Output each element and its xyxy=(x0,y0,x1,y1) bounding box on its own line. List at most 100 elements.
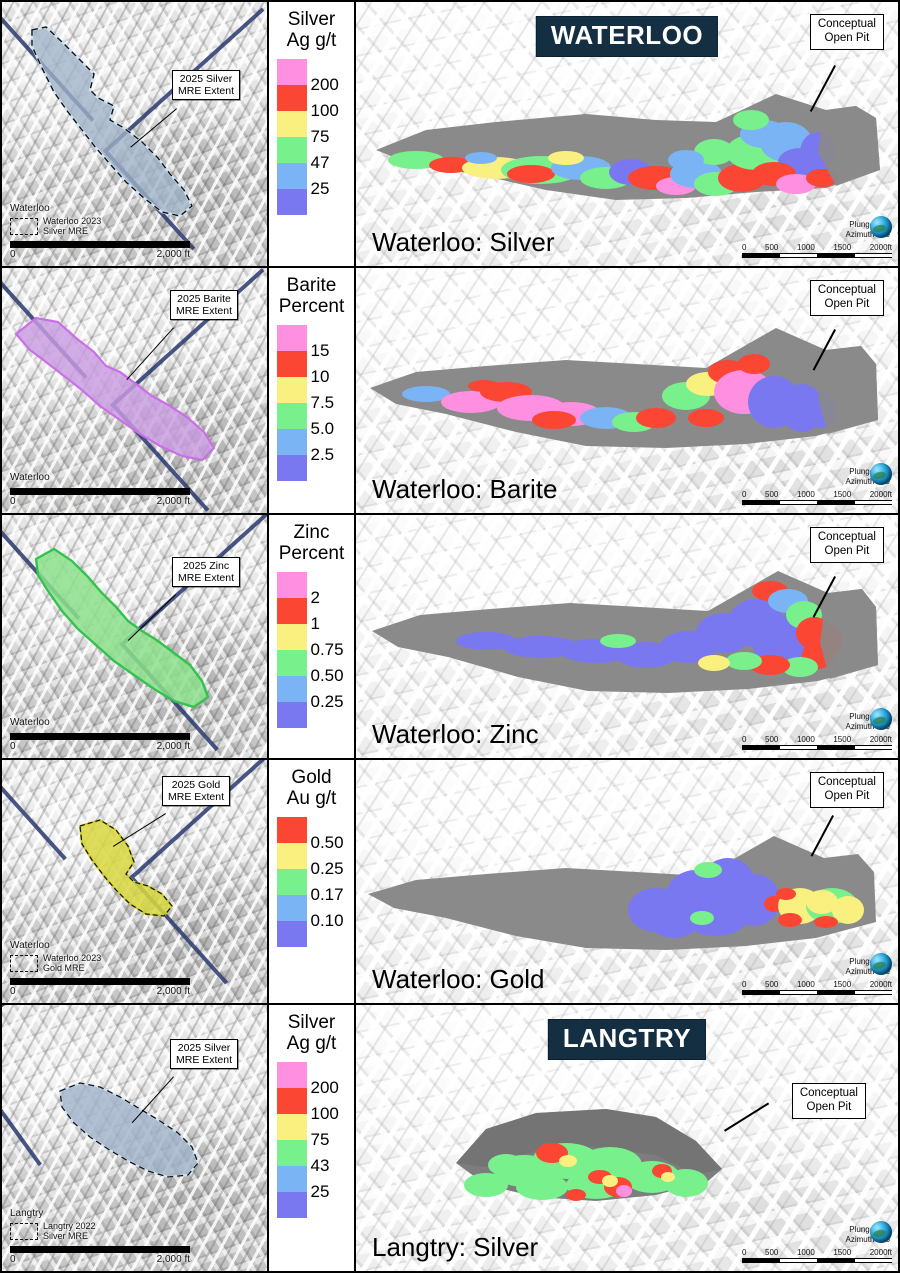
pit-callout-line1: Conceptual xyxy=(799,1087,858,1099)
mre-extent-callout[interactable]: 2025 Barite MRE Extent xyxy=(170,290,239,321)
azimuth-value: Azimuth 039 xyxy=(845,722,890,731)
globe-icon xyxy=(870,708,892,730)
mre-extent-callout[interactable]: 2025 Silver MRE Extent xyxy=(172,70,241,101)
conceptual-pit-callout[interactable]: Conceptual Open Pit xyxy=(809,772,884,808)
scale-tick: 0 xyxy=(742,243,747,252)
row-waterloo-barite: 2025 Barite MRE Extent Waterloo 0 2,000 … xyxy=(0,266,900,513)
mre-extent-callout[interactable]: 2025 Silver MRE Extent xyxy=(170,1039,239,1070)
swatch-red xyxy=(276,598,307,625)
callout-line-2: MRE Extent xyxy=(178,85,235,98)
azimuth-value: Azimuth 039 xyxy=(845,967,890,976)
block-model-langtry-silver[interactable]: LANGTRY Conceptual Open Pit Langtry: Sil… xyxy=(356,1005,898,1271)
legend-title-line2: Ag g/t xyxy=(286,1032,337,1054)
azimuth-value: Azimuth 025 xyxy=(845,1235,890,1244)
scale-max: 2,000 ft xyxy=(156,1253,190,1265)
plan-map-waterloo-gold[interactable]: 2025 Gold MRE Extent Waterloo Waterloo 2… xyxy=(2,760,267,1003)
mre-extent-polygon xyxy=(14,316,216,462)
row-langtry-silver: 2025 Silver MRE Extent Langtry Langtry 2… xyxy=(0,1003,900,1273)
block-model-waterloo-gold[interactable]: Conceptual Open Pit Waterloo: Gold Plung… xyxy=(356,760,898,1003)
map-scale-bar xyxy=(10,732,190,740)
scale-tick: 500 xyxy=(765,980,779,989)
plan-map-waterloo-zinc[interactable]: 2025 Zinc MRE Extent Waterloo 0 2,000 ft xyxy=(2,515,267,758)
orebody-render xyxy=(368,836,876,950)
swatch-purple xyxy=(276,921,307,948)
panel-scale-bar: 0 500 1000 1500 2000ft xyxy=(742,243,892,258)
swatch-blue xyxy=(276,676,307,703)
ramp-label: 0.50 xyxy=(310,666,344,686)
dashed-outline-icon xyxy=(10,1223,38,1241)
conceptual-pit-callout[interactable]: Conceptual Open Pit xyxy=(809,280,884,316)
ramp-label: 25 xyxy=(310,179,330,199)
swatch-green xyxy=(276,650,307,677)
ramp-label: 7.5 xyxy=(310,393,335,413)
ramp-label: 5.0 xyxy=(310,419,335,439)
map-legend-entry: Waterloo 2023 Gold MRE xyxy=(10,953,190,974)
mre-extent-callout[interactable]: 2025 Zinc MRE Extent xyxy=(172,557,241,588)
globe-icon xyxy=(870,216,892,238)
map-scale-bar xyxy=(10,1245,190,1253)
ramp-label: 0.50 xyxy=(310,833,344,853)
ramp-label: 0.10 xyxy=(310,911,344,931)
swatch-green xyxy=(276,1140,307,1167)
swatch-red xyxy=(276,85,307,112)
map-legend-title: Waterloo xyxy=(10,940,50,952)
scale-zero: 0 xyxy=(10,1253,16,1265)
scale-max: 2,000 ft xyxy=(156,495,190,507)
scale-tick: 1000 xyxy=(796,1248,815,1257)
ramp-labels: 200 100 75 47 25 xyxy=(311,72,351,202)
scale-zero: 0 xyxy=(10,740,16,752)
map-legend-entry-line1: Waterloo 2023 xyxy=(43,215,102,226)
scale-tick: 1500 xyxy=(833,980,852,989)
plan-map-waterloo-silver[interactable]: 2025 Silver MRE Extent Waterloo Waterloo… xyxy=(2,2,267,266)
swatch-red xyxy=(276,817,307,844)
legend-title-line1: Silver xyxy=(287,9,336,30)
conceptual-pit-callout[interactable]: Conceptual Open Pit xyxy=(791,1083,866,1119)
pit-callout-line2: Open Pit xyxy=(806,1100,852,1113)
block-model-waterloo-zinc[interactable]: Conceptual Open Pit Waterloo: Zinc Plung… xyxy=(356,515,898,758)
block-model-waterloo-silver[interactable]: WATERLOO Conceptual Open Pit Waterloo: S… xyxy=(356,2,898,266)
legend-title-line2: Percent xyxy=(278,295,345,317)
swatch-pink xyxy=(276,572,307,599)
ramp-labels: 15 10 7.5 5.0 2.5 xyxy=(311,338,351,468)
swatch-green xyxy=(276,403,307,430)
mre-extent-polygon xyxy=(30,25,194,218)
map-legend-title: Waterloo xyxy=(10,472,50,483)
scale-tick: 500 xyxy=(765,735,779,744)
plan-map-waterloo-barite[interactable]: 2025 Barite MRE Extent Waterloo 0 2,000 … xyxy=(2,268,267,513)
mre-extent-polygon xyxy=(34,547,210,709)
ramp-label: 0.25 xyxy=(310,859,344,879)
swatch-pink xyxy=(276,1062,307,1089)
scale-zero: 0 xyxy=(10,248,16,260)
pit-callout-line2: Open Pit xyxy=(824,297,870,310)
map-legend-entry-line2: Silver MRE xyxy=(43,1230,89,1241)
map-legend-entry-line2: Gold MRE xyxy=(43,962,85,973)
swatch-blue xyxy=(276,163,307,190)
scale-tick: 1500 xyxy=(833,1248,852,1257)
pit-callout-line2: Open Pit xyxy=(824,544,870,557)
legend-title-line1: Gold xyxy=(291,767,332,788)
scale-tick: 500 xyxy=(765,490,779,499)
conceptual-pit-callout[interactable]: Conceptual Open Pit xyxy=(809,527,884,563)
mre-extent-callout[interactable]: 2025 Gold MRE Extent xyxy=(162,776,231,807)
callout-line-1: 2025 Silver xyxy=(177,1042,231,1054)
conceptual-pit-callout[interactable]: Conceptual Open Pit xyxy=(809,14,884,50)
map-legend-title: Langtry xyxy=(10,1208,44,1220)
map-legend: Waterloo 0 2,000 ft xyxy=(10,472,190,507)
ramp-label: 200 xyxy=(310,75,339,95)
map-legend-entry-line1: Langtry 2022 xyxy=(43,1220,96,1231)
ramp-label: 2 xyxy=(310,588,320,608)
color-legend-gold: Gold Au g/t 0.50 0.25 0.17 0.10 xyxy=(267,760,356,1003)
scale-tick: 1000 xyxy=(796,243,815,252)
color-legend-silver: Silver Ag g/t 200 100 75 47 25 xyxy=(267,2,356,266)
plan-map-langtry-silver[interactable]: 2025 Silver MRE Extent Langtry Langtry 2… xyxy=(2,1005,267,1271)
color-ramp xyxy=(276,1062,307,1219)
pit-callout-line2: Open Pit xyxy=(824,789,870,802)
block-model-waterloo-barite[interactable]: Conceptual Open Pit Waterloo: Barite Plu… xyxy=(356,268,898,513)
mre-extent-polygon xyxy=(58,1081,200,1179)
panel-scale-bar: 0 500 1000 1500 2000ft xyxy=(742,980,892,995)
orebody-render xyxy=(372,571,878,693)
scale-tick: 1000 xyxy=(796,735,815,744)
color-legend-barite: Barite Percent 15 10 7.5 5.0 2.5 xyxy=(267,268,356,513)
row-waterloo-silver: 2025 Silver MRE Extent Waterloo Waterloo… xyxy=(0,0,900,266)
